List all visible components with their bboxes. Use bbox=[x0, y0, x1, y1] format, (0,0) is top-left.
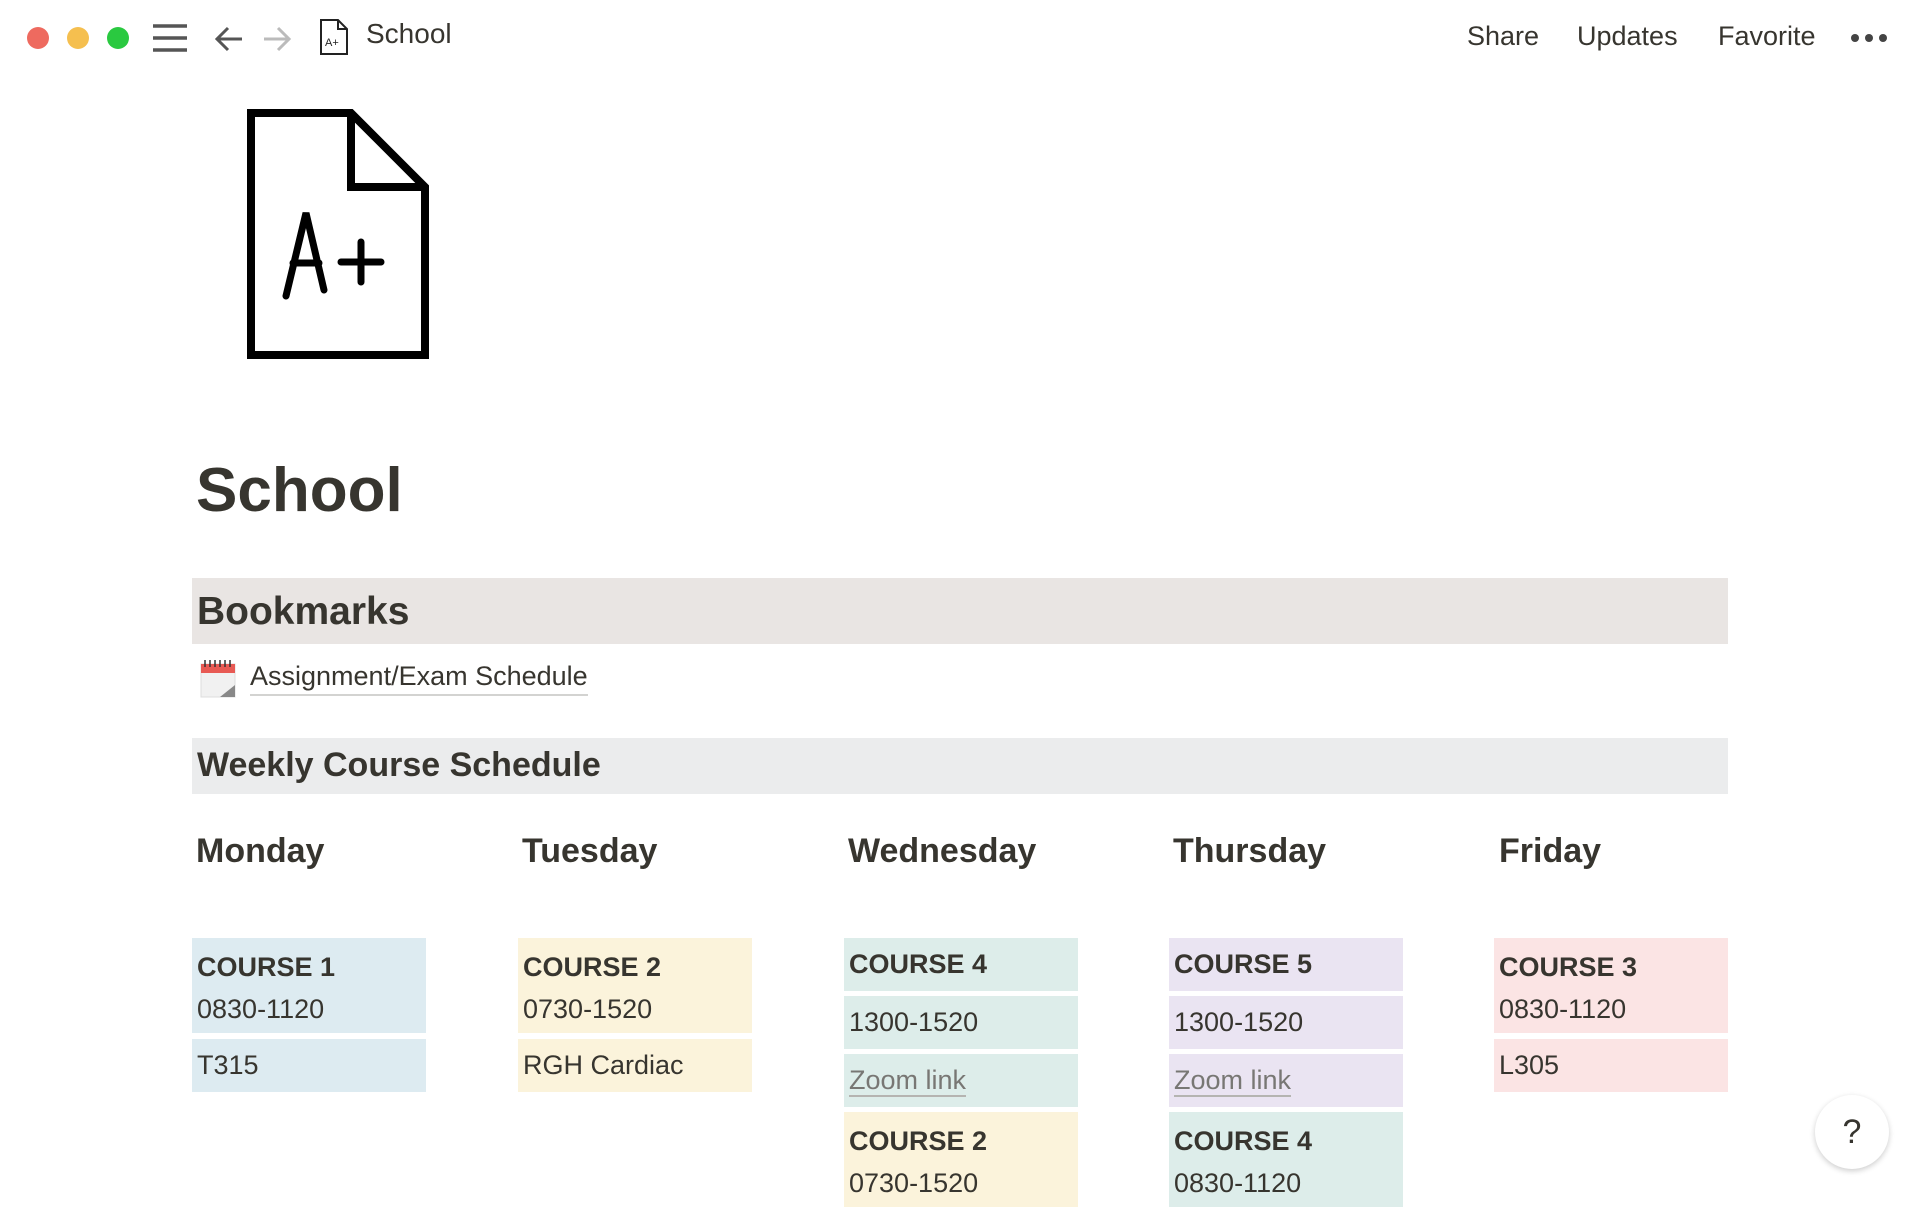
friday-room-card[interactable]: L305 bbox=[1494, 1039, 1728, 1092]
thursday-zoom-card[interactable]: Zoom link bbox=[1169, 1054, 1403, 1107]
course-name: COURSE 2 bbox=[849, 1126, 988, 1156]
share-button[interactable]: Share bbox=[1467, 21, 1540, 51]
course-time: 1300-1520 bbox=[1174, 1007, 1304, 1037]
weekly-schedule-heading-text: Weekly Course Schedule bbox=[197, 746, 601, 784]
course-time: 0830-1120 bbox=[197, 994, 325, 1024]
course-time: 0730-1520 bbox=[849, 1168, 979, 1198]
maximize-window-button[interactable] bbox=[107, 27, 129, 49]
minimize-window-button[interactable] bbox=[67, 27, 89, 49]
course-name: COURSE 3 bbox=[1499, 952, 1638, 982]
course-room: T315 bbox=[197, 1050, 259, 1080]
weekly-schedule-heading: Weekly Course Schedule bbox=[192, 738, 1728, 794]
favorite-button[interactable]: Favorite bbox=[1718, 21, 1816, 51]
course-name: COURSE 2 bbox=[523, 952, 662, 982]
forward-arrow-icon[interactable] bbox=[262, 24, 292, 54]
page-title[interactable]: School bbox=[196, 456, 403, 525]
course-name: COURSE 1 bbox=[197, 952, 336, 982]
zoom-link[interactable]: Zoom link bbox=[849, 1065, 967, 1097]
bookmark-label[interactable]: Assignment/Exam Schedule bbox=[250, 661, 588, 696]
thursday-course-card-2[interactable]: COURSE 4 0830-1120 bbox=[1169, 1112, 1403, 1207]
bookmark-link-assignment-exam-schedule[interactable]: Assignment/Exam Schedule bbox=[200, 658, 588, 698]
help-button[interactable]: ? bbox=[1815, 1095, 1889, 1169]
page-icon-a-plus-document[interactable] bbox=[246, 108, 430, 360]
title-bar: A+ School Share Updates Favorite bbox=[0, 0, 1920, 76]
close-window-button[interactable] bbox=[27, 27, 49, 49]
wednesday-zoom-card[interactable]: Zoom link bbox=[844, 1054, 1078, 1107]
wednesday-time-card[interactable]: 1300-1520 bbox=[844, 996, 1078, 1049]
course-name: COURSE 4 bbox=[1174, 1126, 1313, 1156]
day-thursday: Thursday bbox=[1173, 832, 1327, 870]
zoom-link[interactable]: Zoom link bbox=[1174, 1065, 1292, 1097]
back-arrow-icon[interactable] bbox=[214, 24, 244, 54]
monday-course-card[interactable]: COURSE 1 0830-1120 bbox=[192, 938, 426, 1033]
bookmarks-heading: Bookmarks bbox=[192, 578, 1728, 644]
updates-button[interactable]: Updates bbox=[1577, 21, 1678, 51]
tuesday-course-card[interactable]: COURSE 2 0730-1520 bbox=[518, 938, 752, 1033]
a-plus-document-icon: A+ bbox=[320, 19, 348, 55]
day-monday: Monday bbox=[196, 832, 325, 870]
wednesday-course-card[interactable]: COURSE 4 bbox=[844, 938, 1078, 991]
course-time: 0830-1120 bbox=[1499, 994, 1627, 1024]
wednesday-course-card-2[interactable]: COURSE 2 0730-1520 bbox=[844, 1112, 1078, 1207]
svg-text:A+: A+ bbox=[325, 37, 339, 49]
friday-course-card[interactable]: COURSE 3 0830-1120 bbox=[1494, 938, 1728, 1033]
day-tuesday: Tuesday bbox=[522, 832, 658, 870]
tuesday-room-card[interactable]: RGH Cardiac bbox=[518, 1039, 752, 1092]
calendar-icon bbox=[200, 660, 236, 698]
day-wednesday: Wednesday bbox=[848, 832, 1037, 870]
thursday-course-card[interactable]: COURSE 5 bbox=[1169, 938, 1403, 991]
course-time: 0830-1120 bbox=[1174, 1168, 1302, 1198]
breadcrumb-page-title[interactable]: School bbox=[366, 18, 452, 49]
thursday-time-card[interactable]: 1300-1520 bbox=[1169, 996, 1403, 1049]
more-options-icon[interactable] bbox=[1850, 33, 1888, 43]
course-room: RGH Cardiac bbox=[523, 1050, 684, 1080]
course-time: 1300-1520 bbox=[849, 1007, 979, 1037]
sidebar-menu-icon[interactable] bbox=[153, 24, 187, 52]
day-friday: Friday bbox=[1499, 832, 1602, 870]
course-name: COURSE 4 bbox=[849, 949, 988, 979]
course-time: 0730-1520 bbox=[523, 994, 653, 1024]
bookmarks-heading-text: Bookmarks bbox=[197, 590, 410, 633]
course-room: L305 bbox=[1499, 1050, 1560, 1080]
monday-room-card[interactable]: T315 bbox=[192, 1039, 426, 1092]
course-name: COURSE 5 bbox=[1174, 949, 1313, 979]
